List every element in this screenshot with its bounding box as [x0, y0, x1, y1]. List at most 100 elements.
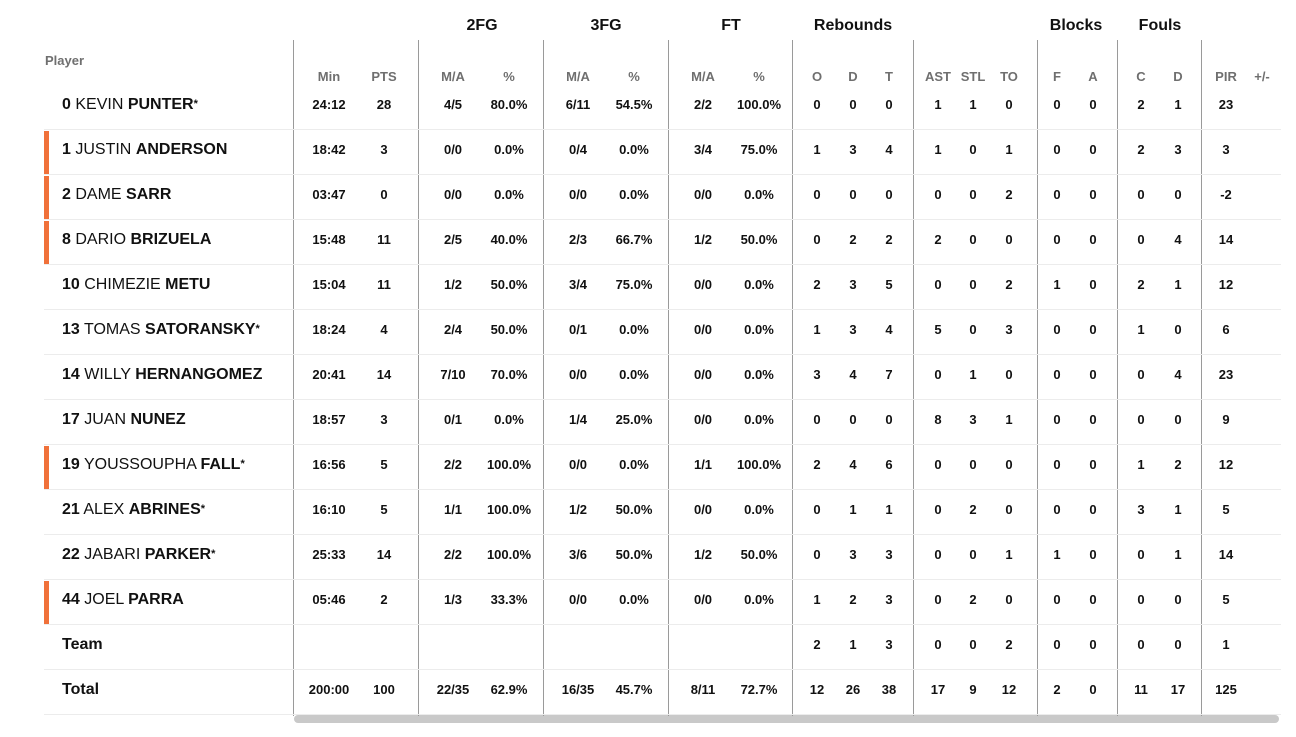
stat-reb-t: 3	[885, 592, 893, 607]
stat-reb-t: 7	[885, 367, 893, 382]
stat-fg2-pct: 0.0%	[494, 187, 524, 202]
stat-foul-d: 0	[1174, 637, 1182, 652]
stat-blk-a: 0	[1089, 187, 1097, 202]
stat-min: 05:46	[312, 592, 346, 607]
player-name-link[interactable]: 2 DAME SARR	[62, 185, 171, 205]
stat-blk-f: 0	[1053, 187, 1061, 202]
player-name-link[interactable]: 13 TOMAS SATORANSKY*	[62, 320, 260, 340]
column-header-reb-o: O	[811, 69, 823, 84]
stat-fg2-pct: 100.0%	[486, 547, 532, 562]
horizontal-scrollbar[interactable]	[294, 715, 1279, 723]
stat-pir: 14	[1218, 232, 1234, 247]
player-first-name: JUAN	[84, 411, 127, 428]
row-divider	[44, 399, 1281, 400]
stat-foul-c: 1	[1137, 322, 1145, 337]
stat-to: 0	[1005, 367, 1013, 382]
stat-pir: 23	[1218, 367, 1234, 382]
row-divider	[44, 534, 1281, 535]
player-name-link[interactable]: 1 JUSTIN ANDERSON	[62, 140, 227, 160]
stat-foul-c: 0	[1137, 232, 1145, 247]
stat-ast: 0	[934, 457, 942, 472]
stat-to: 1	[1005, 547, 1013, 562]
player-name-link[interactable]: 22 JABARI PARKER*	[62, 545, 215, 565]
stat-foul-c: 0	[1137, 547, 1145, 562]
player-name-link[interactable]: 21 ALEX ABRINES*	[62, 500, 205, 520]
stat-min: 16:10	[312, 502, 346, 517]
total-row-label: Total	[62, 681, 100, 698]
stat-ast: 0	[934, 277, 942, 292]
stat-foul-c: 3	[1137, 502, 1145, 517]
stat-fg3-ma: 0/0	[568, 592, 588, 607]
stat-foul-c: 11	[1134, 682, 1148, 697]
player-first-name: YOUSSOUPHA	[83, 456, 196, 473]
stat-fg2-ma: 7/10	[440, 367, 466, 382]
column-header-foul-c: C	[1136, 69, 1146, 84]
player-first-name: TOMAS	[83, 321, 141, 338]
stat-ft-ma: 1/1	[693, 457, 713, 472]
stat-reb-d: 3	[849, 142, 857, 157]
stat-to: 2	[1005, 637, 1013, 652]
stat-blk-a: 0	[1089, 547, 1097, 562]
player-name-link[interactable]: 44 JOEL PARRA	[62, 590, 184, 610]
player-name-link[interactable]: 14 WILLY HERNANGOMEZ	[62, 365, 262, 385]
stat-ft-pct: 0.0%	[744, 322, 774, 337]
stat-stl: 0	[969, 322, 977, 337]
stat-fg3-ma: 0/0	[568, 367, 588, 382]
player-last-name: PUNTER	[127, 96, 194, 113]
stat-ft-pct: 0.0%	[744, 367, 774, 382]
stat-blk-a: 0	[1089, 682, 1097, 697]
player-last-name: SATORANSKY	[145, 321, 256, 338]
player-column-header: Player	[45, 53, 85, 68]
stat-stl: 0	[969, 232, 977, 247]
stat-foul-d: 0	[1174, 187, 1182, 202]
group-header-2fg: 2FG	[466, 17, 498, 34]
stat-ast: 0	[934, 502, 942, 517]
stat-ast: 0	[934, 547, 942, 562]
stat-fg2-ma: 22/35	[436, 682, 470, 697]
stat-ast: 1	[934, 142, 942, 157]
starter-marker: *	[240, 458, 245, 470]
player-number: 19	[62, 456, 80, 473]
stat-to: 0	[1005, 97, 1013, 112]
stat-foul-d: 2	[1174, 457, 1182, 472]
stat-pts: 2	[380, 592, 388, 607]
player-name-link[interactable]: 0 KEVIN PUNTER*	[62, 95, 198, 115]
column-header-blk-f: F	[1053, 69, 1061, 84]
stat-blk-f: 0	[1053, 592, 1061, 607]
stat-to: 2	[1005, 277, 1013, 292]
stat-ft-pct: 0.0%	[744, 277, 774, 292]
stat-fg3-pct: 54.5%	[615, 97, 653, 112]
stat-blk-f: 0	[1053, 142, 1061, 157]
player-last-name: ANDERSON	[135, 141, 228, 158]
stat-to: 0	[1005, 457, 1013, 472]
starter-marker: *	[193, 98, 198, 110]
stat-foul-d: 0	[1174, 592, 1182, 607]
stat-ast: 17	[930, 682, 946, 697]
stat-min: 15:48	[312, 232, 346, 247]
stat-reb-d: 2	[849, 592, 857, 607]
player-name-link[interactable]: 8 DARIO BRIZUELA	[62, 230, 211, 250]
stat-fg2-ma: 4/5	[443, 97, 463, 112]
stat-min: 25:33	[312, 547, 346, 562]
stat-pts: 14	[376, 367, 392, 382]
stat-reb-t: 38	[881, 682, 897, 697]
stat-blk-f: 1	[1053, 277, 1061, 292]
stat-ast: 8	[934, 412, 942, 427]
player-name-link[interactable]: 10 CHIMEZIE METU	[62, 275, 210, 295]
column-divider	[543, 40, 544, 716]
bench-accent-bar	[44, 446, 49, 489]
stat-ast: 0	[934, 592, 942, 607]
stat-ft-pct: 0.0%	[744, 592, 774, 607]
stat-stl: 0	[969, 547, 977, 562]
stat-reb-d: 4	[849, 367, 857, 382]
stat-fg2-pct: 40.0%	[490, 232, 528, 247]
stat-fg3-pct: 75.0%	[615, 277, 653, 292]
stat-pir: 12	[1218, 277, 1234, 292]
stat-to: 2	[1005, 187, 1013, 202]
stat-reb-t: 1	[885, 502, 893, 517]
stat-ft-pct: 50.0%	[740, 232, 778, 247]
player-name-link[interactable]: 17 JUAN NUNEZ	[62, 410, 186, 430]
stat-to: 0	[1005, 592, 1013, 607]
player-last-name: ABRINES	[128, 501, 201, 518]
player-name-link[interactable]: 19 YOUSSOUPHA FALL*	[62, 455, 245, 475]
